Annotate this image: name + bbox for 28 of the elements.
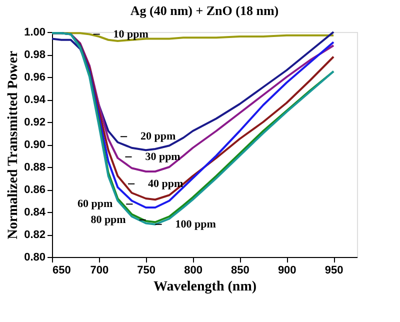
y-tick-label: 0.92: [24, 116, 46, 128]
annotation: 40 ppm: [148, 178, 184, 190]
y-tick-label: 0.86: [24, 184, 46, 196]
y-tick-label: 0.82: [24, 229, 46, 241]
annotation: 20 ppm: [140, 130, 176, 143]
x-tick-label: 950: [324, 264, 344, 276]
x-tick-label: 800: [184, 264, 202, 276]
x-tick-label: 900: [278, 264, 296, 276]
chart-title: Ag (40 nm) + ZnO (18 nm): [130, 3, 279, 18]
x-axis-title: Wavelength (nm): [153, 280, 257, 294]
x-tick-label: 850: [231, 264, 250, 276]
annotation: 30 ppm: [145, 150, 180, 163]
y-tick-label: 0.80: [24, 252, 46, 264]
x-tick-label: 650: [52, 264, 71, 276]
annotation: 100 ppm: [175, 218, 216, 230]
annotation: 10 ppm: [113, 28, 148, 40]
annotation: 80 ppm: [90, 214, 126, 226]
y-tick-label: 0.96: [24, 72, 46, 84]
y-tick-label: 0.94: [24, 94, 46, 106]
y-tick-label: 0.84: [24, 206, 46, 218]
y-tick-label: 0.90: [24, 139, 46, 151]
y-tick-label: 1.00: [24, 26, 46, 38]
y-tick-label: 0.88: [24, 162, 46, 174]
y-axis-title: Normalized Transmitted Power: [6, 50, 22, 240]
x-tick-label: 750: [137, 264, 156, 276]
x-tick-label: 700: [90, 264, 109, 276]
annotation: 60 ppm: [78, 198, 113, 210]
y-tick-label: 0.98: [24, 49, 46, 61]
